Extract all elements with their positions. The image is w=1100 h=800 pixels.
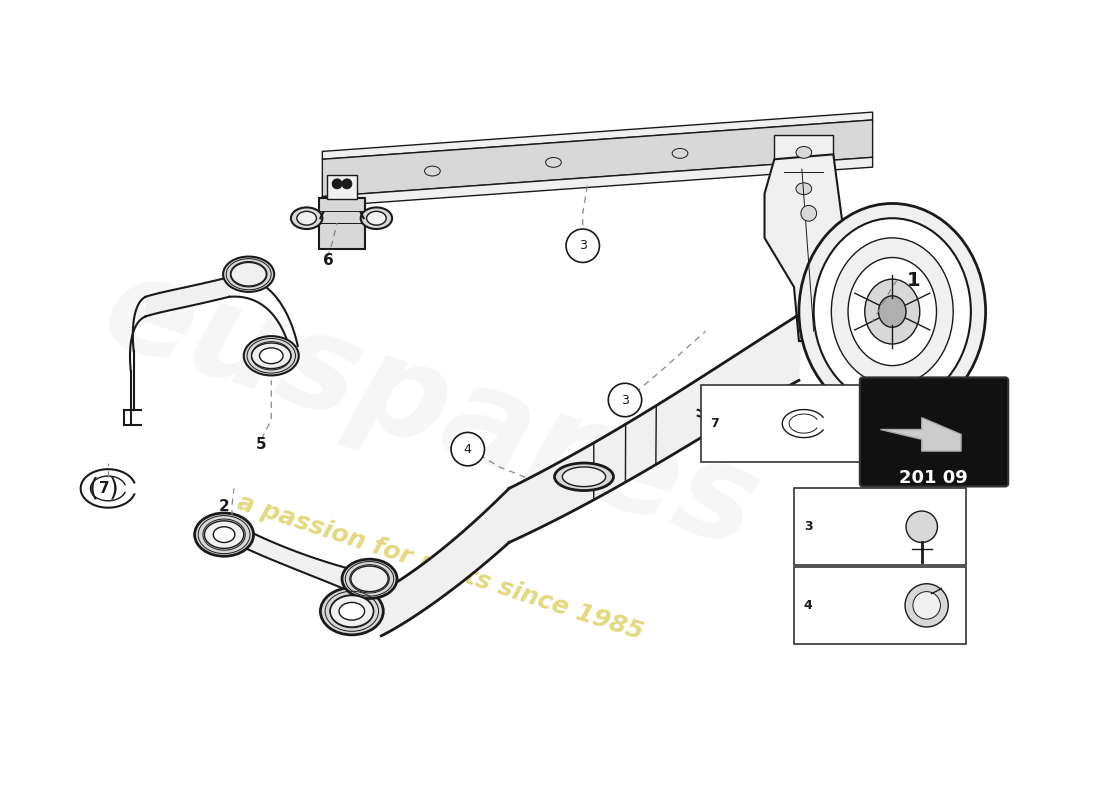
Ellipse shape bbox=[260, 348, 283, 364]
Ellipse shape bbox=[252, 343, 290, 369]
Text: 7: 7 bbox=[99, 481, 110, 496]
Text: 1: 1 bbox=[908, 270, 921, 290]
Ellipse shape bbox=[223, 257, 274, 292]
Text: 201 09: 201 09 bbox=[899, 469, 968, 486]
FancyBboxPatch shape bbox=[860, 378, 1009, 486]
Text: 3: 3 bbox=[579, 239, 586, 252]
Polygon shape bbox=[880, 418, 961, 451]
Text: 4: 4 bbox=[464, 442, 472, 456]
Ellipse shape bbox=[342, 179, 352, 189]
Ellipse shape bbox=[339, 602, 364, 620]
Text: ): ) bbox=[109, 477, 119, 501]
Ellipse shape bbox=[366, 211, 386, 225]
Ellipse shape bbox=[425, 166, 440, 176]
FancyBboxPatch shape bbox=[328, 175, 356, 198]
Ellipse shape bbox=[361, 207, 392, 229]
Circle shape bbox=[608, 383, 641, 417]
FancyBboxPatch shape bbox=[794, 489, 966, 565]
Ellipse shape bbox=[906, 511, 937, 542]
Ellipse shape bbox=[722, 407, 749, 422]
Text: 6: 6 bbox=[323, 253, 333, 268]
FancyBboxPatch shape bbox=[701, 386, 860, 462]
Ellipse shape bbox=[796, 183, 812, 194]
Polygon shape bbox=[764, 154, 843, 341]
Text: 3: 3 bbox=[621, 394, 629, 406]
Ellipse shape bbox=[290, 207, 322, 229]
FancyBboxPatch shape bbox=[319, 198, 364, 249]
Ellipse shape bbox=[554, 463, 614, 490]
FancyBboxPatch shape bbox=[794, 567, 966, 644]
Circle shape bbox=[566, 229, 600, 262]
Ellipse shape bbox=[244, 336, 299, 375]
Ellipse shape bbox=[332, 179, 342, 189]
FancyBboxPatch shape bbox=[774, 134, 834, 208]
Ellipse shape bbox=[801, 206, 816, 221]
Ellipse shape bbox=[782, 141, 797, 150]
Polygon shape bbox=[322, 112, 872, 159]
Ellipse shape bbox=[213, 526, 235, 542]
Ellipse shape bbox=[832, 238, 954, 386]
Ellipse shape bbox=[231, 262, 266, 286]
Ellipse shape bbox=[297, 211, 317, 225]
Ellipse shape bbox=[714, 401, 757, 429]
Text: euspares: euspares bbox=[88, 245, 773, 575]
Polygon shape bbox=[145, 277, 229, 317]
Circle shape bbox=[451, 433, 484, 466]
Ellipse shape bbox=[351, 566, 388, 592]
Ellipse shape bbox=[342, 559, 397, 598]
Ellipse shape bbox=[320, 588, 383, 635]
Text: (: ( bbox=[88, 477, 98, 501]
Polygon shape bbox=[229, 521, 362, 597]
Polygon shape bbox=[509, 311, 804, 542]
Text: 7: 7 bbox=[711, 417, 719, 430]
Ellipse shape bbox=[672, 149, 688, 158]
Text: 2: 2 bbox=[219, 498, 230, 514]
Ellipse shape bbox=[205, 521, 244, 548]
Text: a passion for parts since 1985: a passion for parts since 1985 bbox=[234, 490, 647, 644]
Ellipse shape bbox=[879, 296, 906, 327]
Ellipse shape bbox=[546, 158, 561, 167]
Ellipse shape bbox=[905, 584, 948, 627]
Polygon shape bbox=[322, 158, 872, 206]
Text: 3: 3 bbox=[804, 520, 813, 534]
Ellipse shape bbox=[814, 218, 971, 405]
Ellipse shape bbox=[913, 592, 940, 619]
Ellipse shape bbox=[195, 513, 254, 556]
Ellipse shape bbox=[799, 203, 986, 420]
Polygon shape bbox=[372, 489, 509, 636]
Text: 5: 5 bbox=[256, 437, 266, 452]
Ellipse shape bbox=[865, 279, 920, 344]
Ellipse shape bbox=[330, 595, 373, 627]
Ellipse shape bbox=[796, 146, 812, 158]
Ellipse shape bbox=[848, 258, 936, 366]
Text: 4: 4 bbox=[804, 599, 813, 612]
Ellipse shape bbox=[562, 467, 606, 486]
Polygon shape bbox=[322, 120, 872, 197]
